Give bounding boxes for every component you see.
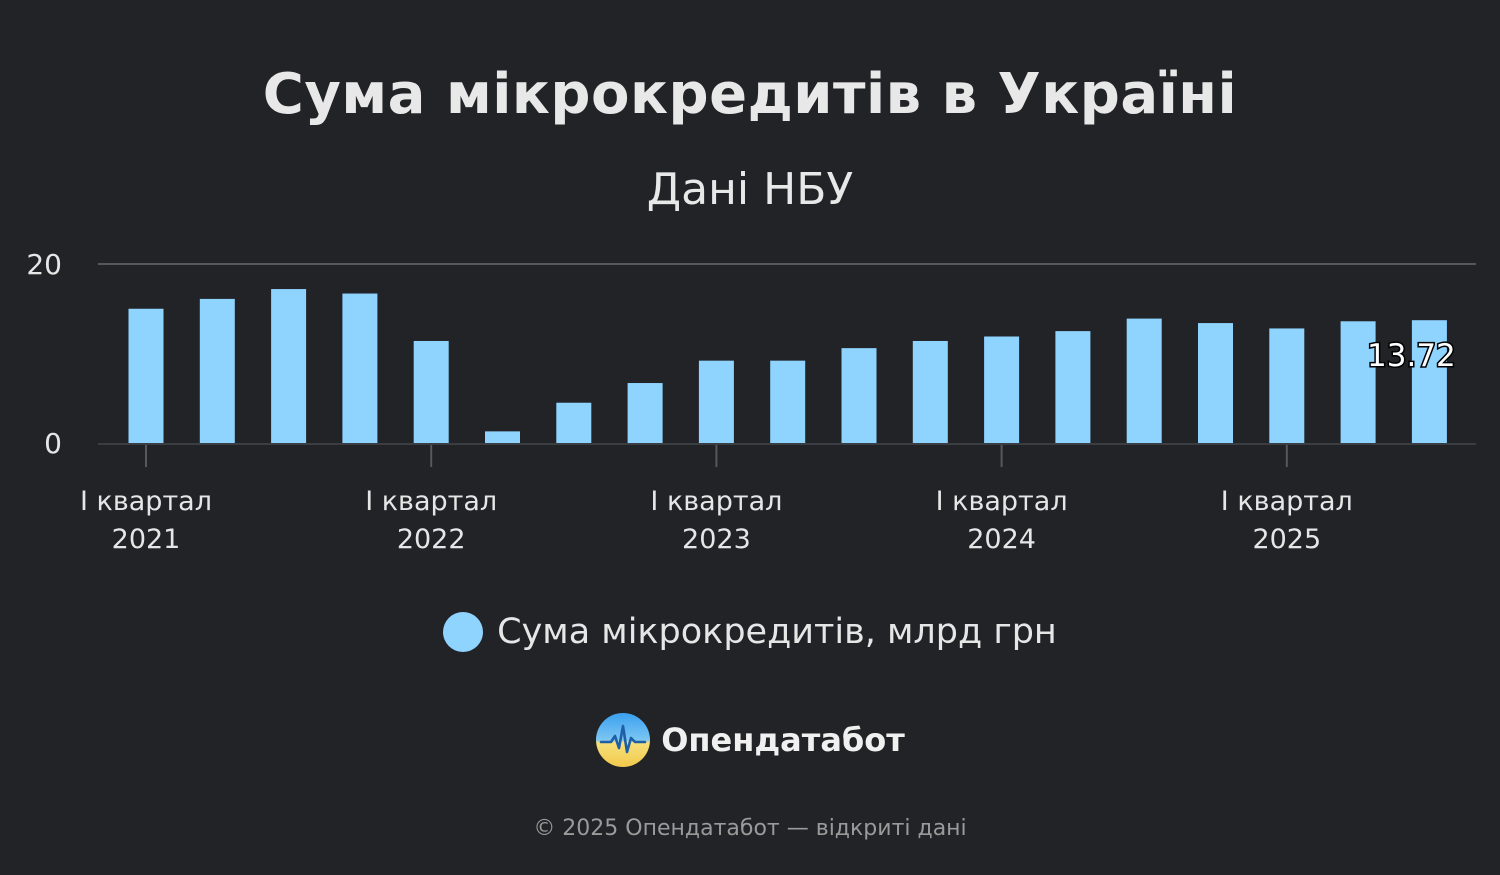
x-tick-label-year: 2023 xyxy=(682,524,751,555)
x-tick-label-year: 2022 xyxy=(397,524,466,555)
x-tick-label: I квартал xyxy=(365,486,497,517)
bar xyxy=(912,340,948,443)
bar xyxy=(1269,328,1305,443)
legend-label: Сума мікрокредитів, млрд грн xyxy=(497,612,1057,652)
brand: Опендатабот xyxy=(0,712,1500,768)
bar xyxy=(342,293,378,443)
bar-chart: 20 0 I квартал 2021 I квартал 2022 I квартал 20… xyxy=(26,248,1476,555)
bar xyxy=(1340,321,1376,443)
x-tick-label-year: 2021 xyxy=(112,524,181,555)
chart-title: Сума мікрокредитів в Україні xyxy=(262,62,1238,127)
y-tick-label: 20 xyxy=(26,248,62,281)
bar xyxy=(841,348,877,443)
bar xyxy=(770,360,806,443)
opendatabot-logo-icon xyxy=(596,713,651,767)
y-tick-label: 0 xyxy=(44,427,62,460)
bar xyxy=(485,431,520,443)
footer-copyright: © 2025 Опендатабот — відкриті дані xyxy=(533,816,967,841)
bar xyxy=(698,360,734,443)
chart-subtitle: Дані НБУ xyxy=(646,164,854,215)
bar xyxy=(1198,323,1233,443)
bar xyxy=(413,340,449,443)
bar xyxy=(199,298,235,443)
bar xyxy=(271,289,307,443)
bar xyxy=(1126,318,1162,443)
legend-marker xyxy=(443,612,484,652)
x-tick-label: I квартал xyxy=(80,486,212,517)
x-tick-label: I квартал xyxy=(650,486,782,517)
data-label-last: 13.72 xyxy=(1367,338,1456,374)
legend[interactable]: Сума мікрокредитів, млрд грн xyxy=(0,612,1500,652)
bar xyxy=(1411,320,1447,443)
x-tick-label-year: 2025 xyxy=(1252,524,1321,555)
x-tick-label: I квартал xyxy=(1221,486,1353,517)
bar xyxy=(627,383,663,443)
brand-name: Опендатабот xyxy=(661,721,905,759)
bar xyxy=(1055,331,1091,443)
x-tick-label: I квартал xyxy=(936,486,1068,517)
bar xyxy=(984,336,1020,443)
x-tick-label-year: 2024 xyxy=(967,524,1036,555)
bar xyxy=(128,308,164,443)
bar xyxy=(556,402,592,443)
